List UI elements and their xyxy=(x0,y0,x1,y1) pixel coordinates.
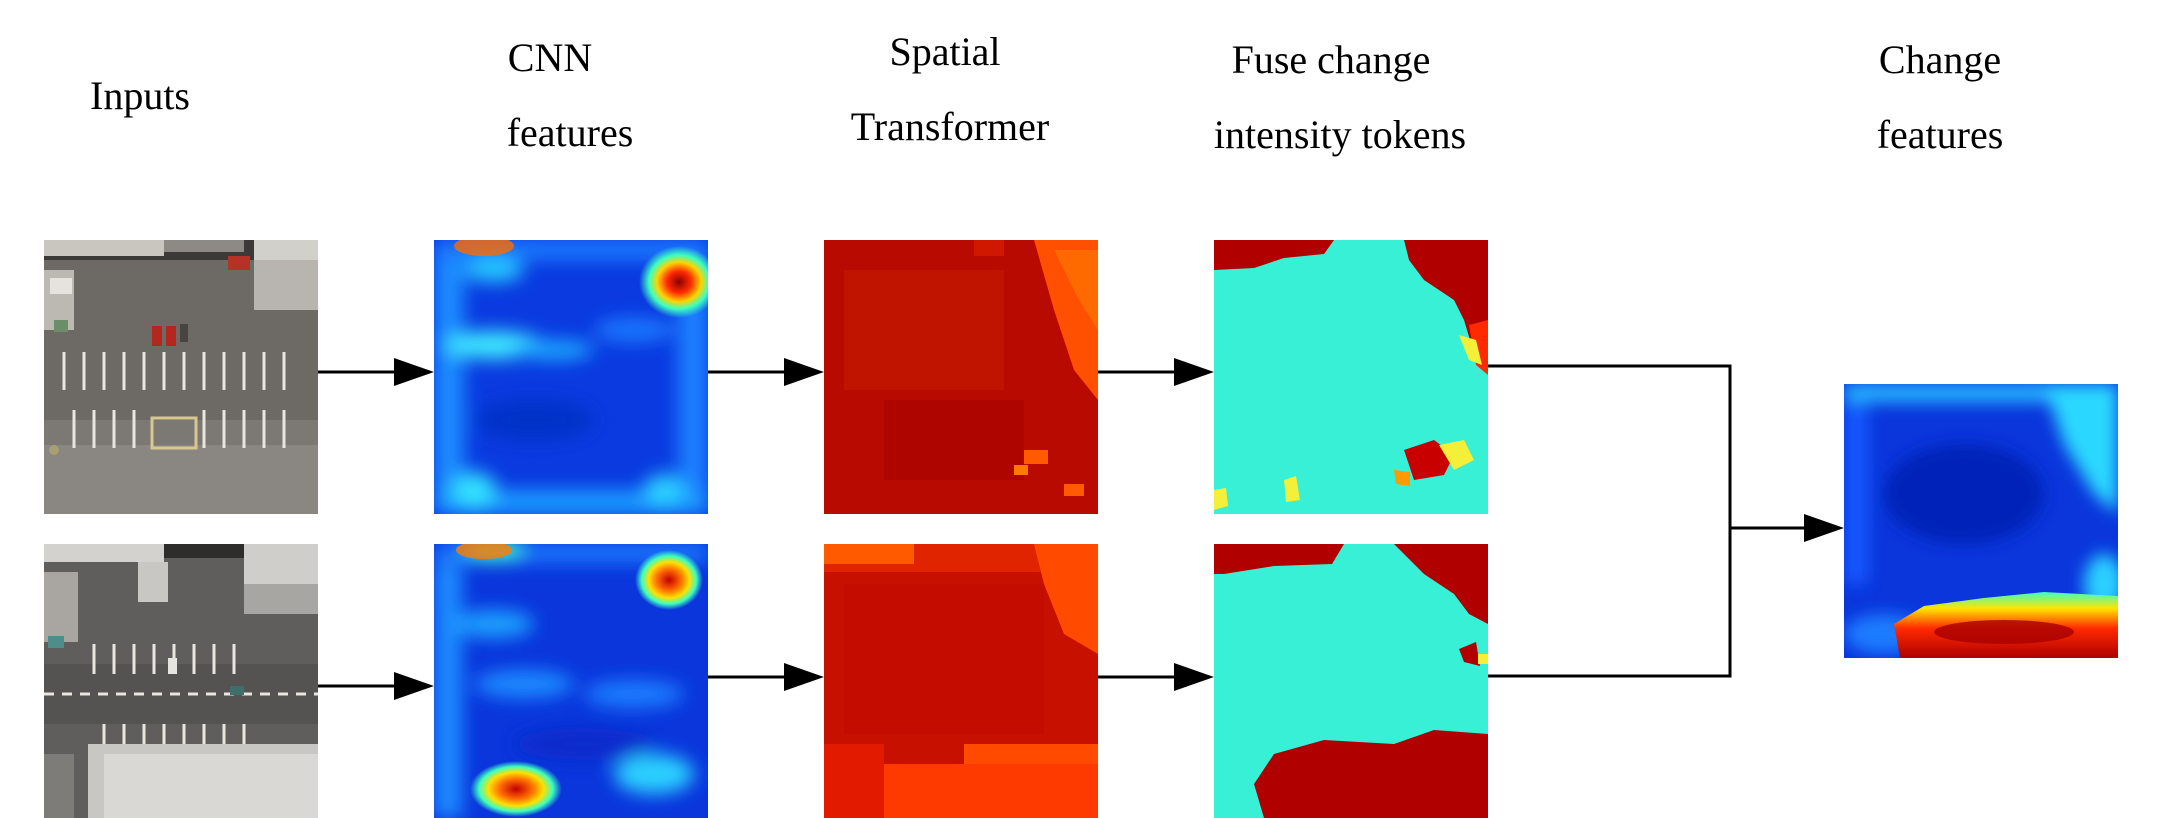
header-inputs: Inputs xyxy=(55,58,225,133)
arrowhead-cnn-spatial-t2 xyxy=(784,663,824,691)
header-change-line1: Change xyxy=(1878,37,2002,82)
cnn-heatmap-t1 xyxy=(434,240,708,514)
arrowhead-merge-change xyxy=(1804,514,1844,542)
header-change-features: Change features xyxy=(1840,22,2040,172)
arrowhead-input-cnn-t1 xyxy=(394,358,434,386)
header-fuse-line1: Fuse change xyxy=(1231,37,1431,82)
fuse-heatmap-t1 xyxy=(1214,240,1488,514)
arrowhead-spatial-fuse-t2 xyxy=(1174,663,1214,691)
header-fuse-tokens: Fuse change intensity tokens xyxy=(1180,22,1500,172)
connector-fuse-t1 xyxy=(1488,364,1732,678)
header-cnn-line1: CNN xyxy=(507,35,593,80)
header-inputs-text: Inputs xyxy=(90,73,190,118)
header-fuse-line2: intensity tokens xyxy=(1213,112,1467,157)
input-image-t2 xyxy=(44,544,318,818)
header-cnn-features: CNN features xyxy=(470,20,670,170)
input-image-t1 xyxy=(44,240,318,514)
spatial-heatmap-t1 xyxy=(824,240,1098,514)
cnn-heatmap-t2 xyxy=(434,544,708,818)
arrowhead-spatial-fuse-t1 xyxy=(1174,358,1214,386)
arrowhead-input-cnn-t2 xyxy=(394,672,434,700)
header-spatial-line1: Spatial xyxy=(889,29,1001,74)
fuse-heatmap-t2 xyxy=(1214,544,1488,818)
header-cnn-line2: features xyxy=(506,110,634,155)
header-change-line2: features xyxy=(1876,112,2004,157)
arrowhead-cnn-spatial-t1 xyxy=(784,358,824,386)
header-spatial-transformer: Spatial Transformer xyxy=(830,14,1070,164)
header-spatial-line2: Transformer xyxy=(850,104,1050,149)
spatial-heatmap-t2 xyxy=(824,544,1098,818)
change-heatmap xyxy=(1844,384,2118,658)
